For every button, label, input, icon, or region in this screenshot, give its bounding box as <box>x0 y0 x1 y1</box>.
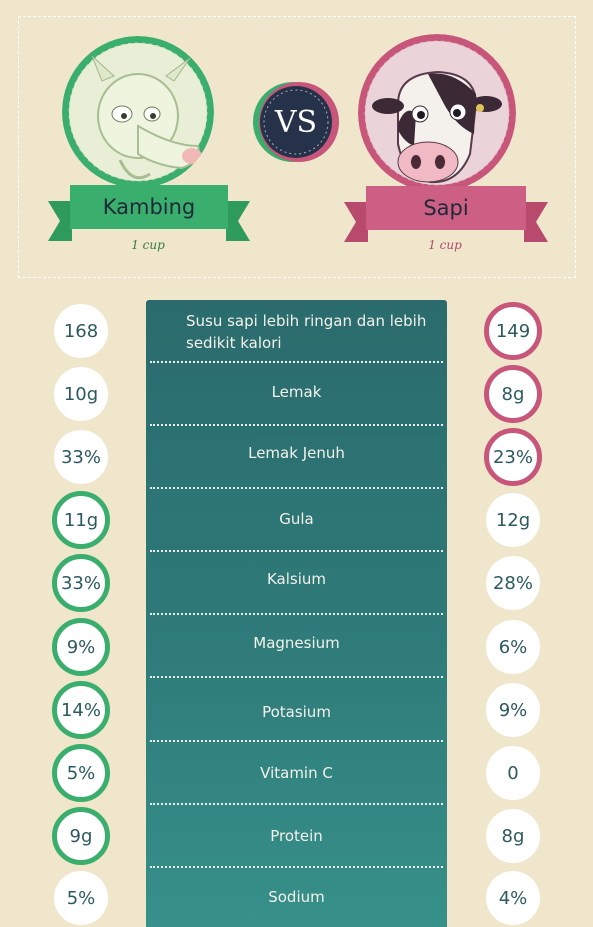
row-divider <box>150 613 443 615</box>
row-label-6: Potasium <box>262 703 331 721</box>
goat-value-1: 10g <box>54 367 108 421</box>
cow-value-7: 0 <box>486 746 540 800</box>
row-label-1: Lemak <box>271 383 322 401</box>
goat-value-2: 33% <box>54 430 108 484</box>
row-divider <box>150 676 443 678</box>
row-divider <box>150 740 443 742</box>
row-divider <box>150 424 443 426</box>
goat-value-4: 33% <box>52 554 110 612</box>
cow-name: Sapi <box>423 196 469 220</box>
row-label-2: Lemak Jenuh <box>248 444 345 462</box>
cow-illustration <box>358 34 516 192</box>
cow-value-4: 28% <box>486 556 540 610</box>
cow-value-8: 8g <box>486 809 540 863</box>
row-label-0: Susu sapi lebih ringan dan lebih sedikit… <box>186 312 427 352</box>
row-divider <box>150 361 443 363</box>
cow-value-1: 8g <box>484 365 542 423</box>
goat-serving: 1 cup <box>131 238 165 252</box>
goat-value-9: 5% <box>54 871 108 925</box>
cow-portrait <box>358 34 516 192</box>
row-label-5: Magnesium <box>253 634 340 652</box>
goat-value-7: 5% <box>52 744 110 802</box>
cow-value-5: 6% <box>486 620 540 674</box>
row-label-4: Kalsium <box>266 570 327 588</box>
vs-badge: VS <box>252 78 340 166</box>
cow-ribbon: Sapi <box>344 186 548 246</box>
goat-portrait <box>62 36 214 188</box>
goat-value-6: 14% <box>52 681 110 739</box>
goat-value-3: 11g <box>52 491 110 549</box>
cow-value-6: 9% <box>486 683 540 737</box>
row-label-9: Sodium <box>268 888 325 906</box>
row-divider <box>150 803 443 805</box>
goat-ribbon: Kambing <box>48 185 250 245</box>
row-divider <box>150 866 443 868</box>
header-box <box>18 16 576 278</box>
row-label-8: Protein <box>270 827 323 845</box>
cow-value-3: 12g <box>486 493 540 547</box>
cow-serving: 1 cup <box>428 238 462 252</box>
cow-value-9: 4% <box>486 871 540 925</box>
goat-value-8: 9g <box>52 807 110 865</box>
goat-value-5: 9% <box>52 618 110 676</box>
row-label-7: Vitamin C <box>260 764 333 782</box>
goat-value-0: 168 <box>54 304 108 358</box>
row-label-3: Gula <box>279 510 314 528</box>
vs-text: VS <box>274 105 317 140</box>
row-divider <box>150 550 443 552</box>
cow-value-2: 23% <box>484 428 542 486</box>
goat-illustration <box>62 36 214 188</box>
nutrient-panel: Susu sapi lebih ringan dan lebih sedikit… <box>146 300 447 927</box>
goat-name: Kambing <box>102 195 196 219</box>
cow-value-0: 149 <box>484 302 542 360</box>
row-divider <box>150 487 443 489</box>
